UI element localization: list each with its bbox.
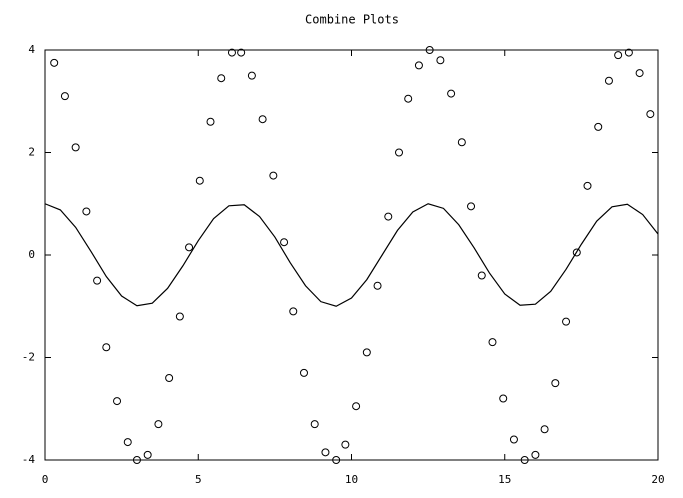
scatter-point [447, 89, 456, 98]
scatter-point [321, 448, 330, 457]
scatter-point [488, 338, 497, 347]
line-series [44, 203, 659, 307]
scatter-point [562, 317, 571, 326]
scatter-point [217, 74, 226, 83]
scatter-point [646, 110, 655, 119]
axes-box [44, 49, 659, 461]
scatter-point [289, 307, 298, 316]
x-tick-label: 20 [651, 473, 664, 486]
scatter-point [154, 420, 163, 429]
scatter-point [395, 148, 404, 157]
scatter-point [299, 368, 308, 377]
y-tick-label: 4 [28, 43, 35, 56]
scatter-point [143, 450, 152, 459]
scatter-point [165, 374, 174, 382]
scatter-point [457, 138, 466, 147]
chart-title: Combine Plots [305, 13, 399, 27]
scatter-point [310, 420, 319, 429]
scatter-point [551, 379, 560, 388]
scatter-point [60, 92, 69, 101]
scatter-point [269, 171, 278, 180]
scatter-point [93, 276, 102, 285]
x-tick-label: 5 [195, 473, 202, 486]
scatter-point [509, 435, 518, 444]
scatter-point [467, 202, 476, 211]
scatter-point [237, 48, 246, 57]
scatter-point [332, 456, 341, 464]
scatter-point [206, 117, 215, 126]
x-tick-label: 10 [345, 473, 358, 486]
x-tick-label: 0 [42, 473, 49, 486]
scatter-point [520, 456, 529, 464]
scatter-point [531, 450, 540, 459]
scatter-point [175, 312, 184, 321]
y-tick-label: 0 [28, 248, 35, 261]
scatter-point [71, 143, 80, 152]
scatter-point [341, 440, 350, 449]
scatter-point [572, 248, 581, 257]
scatter-point [583, 181, 592, 190]
scatter-point [352, 402, 361, 411]
scatter-point [404, 94, 413, 103]
scatter-point [280, 238, 289, 247]
scatter-point [362, 348, 371, 357]
scatter-point [624, 48, 633, 57]
x-tick-label: 15 [498, 473, 511, 486]
scatter-point [247, 71, 256, 80]
scatter-point [604, 76, 613, 85]
scatter-point [227, 48, 236, 57]
scatter-point [373, 281, 382, 290]
y-tick-label: -2 [22, 351, 35, 364]
scatter-point [132, 456, 141, 464]
scatter-point [102, 343, 111, 352]
scatter-point [594, 122, 603, 131]
scatter-point [258, 115, 267, 124]
scatter-point [195, 176, 204, 185]
scatter-point [499, 394, 508, 403]
scatter-point [185, 243, 194, 252]
scatter-point [82, 207, 91, 216]
scatter-point [425, 46, 434, 54]
scatter-point [414, 61, 423, 70]
scatter-point [614, 51, 623, 60]
scatter-point [50, 58, 59, 67]
scatter-point [540, 425, 549, 434]
y-tick-label: -4 [22, 453, 36, 466]
scatter-point [477, 271, 486, 280]
y-tick-label: 2 [28, 146, 35, 159]
scatter-point [635, 69, 644, 78]
scatter-point [123, 438, 132, 447]
scatter-point [436, 56, 445, 65]
scatter-point [113, 397, 122, 406]
scatter-point [384, 212, 393, 221]
